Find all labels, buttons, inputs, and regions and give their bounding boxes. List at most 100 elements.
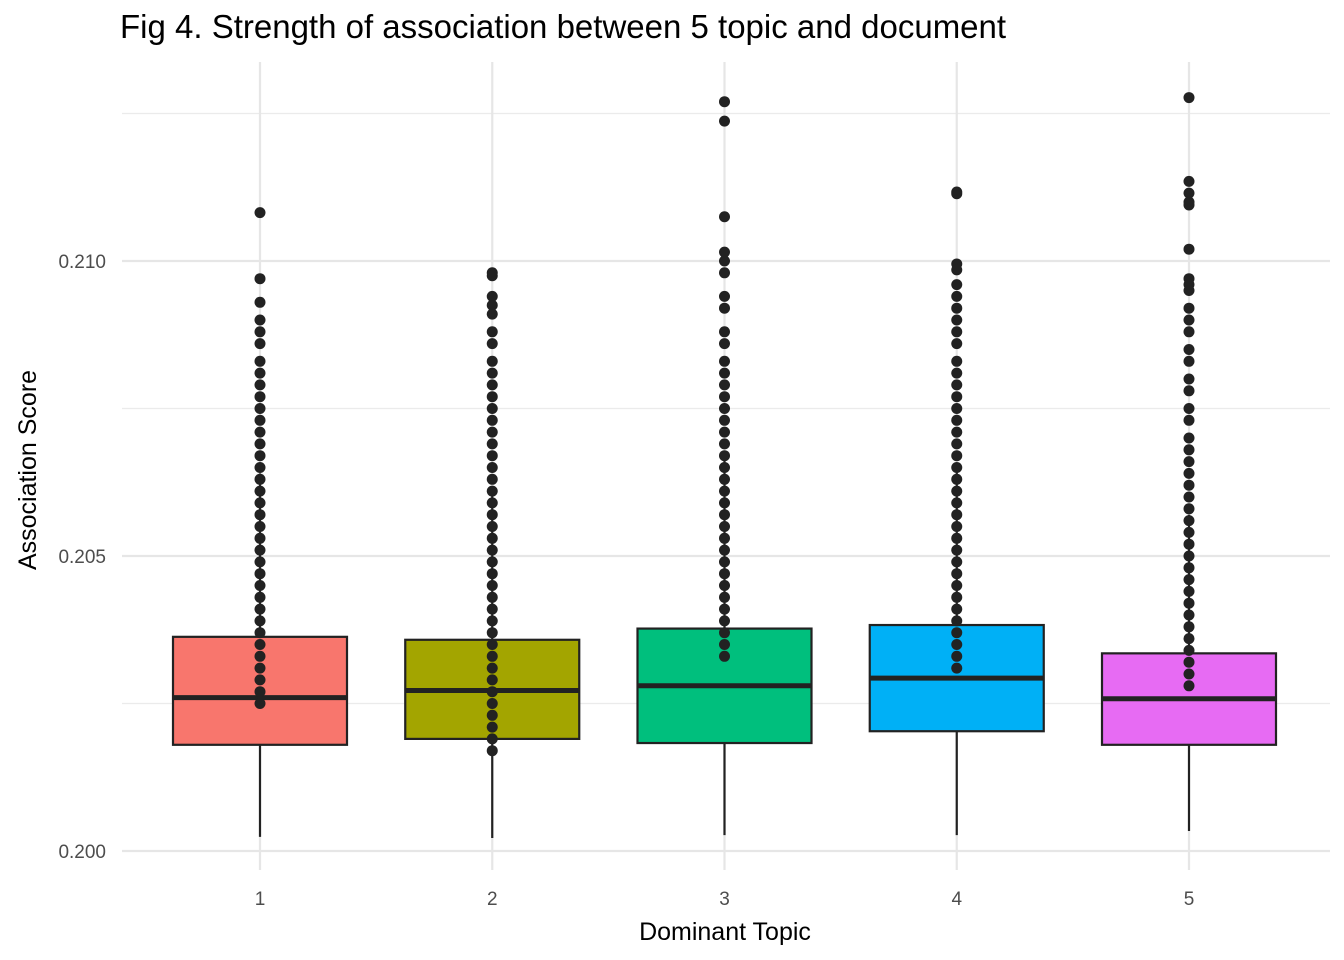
outlier-point xyxy=(254,473,266,485)
outlier-point xyxy=(719,438,730,450)
outlier-point xyxy=(951,391,963,403)
outlier-point xyxy=(486,745,498,757)
outlier-point xyxy=(719,603,730,615)
outlier-point xyxy=(486,426,498,438)
box-topic-4 xyxy=(868,186,1045,836)
outlier-point xyxy=(1183,538,1195,550)
outlier-point xyxy=(254,462,266,473)
outlier-point xyxy=(951,544,963,556)
outlier-point xyxy=(486,650,498,662)
outlier-point xyxy=(719,367,730,379)
outlier-point xyxy=(719,615,730,627)
outlier-point xyxy=(951,639,963,650)
outlier-point xyxy=(254,591,266,603)
outlier-point xyxy=(951,650,963,662)
outlier-point xyxy=(254,686,266,698)
outlier-point xyxy=(486,379,498,391)
outlier-point xyxy=(719,532,730,544)
box-topic-5 xyxy=(1100,92,1278,831)
outlier-point xyxy=(486,326,498,338)
outlier-point xyxy=(1183,550,1195,562)
outlier-point xyxy=(951,314,963,326)
outlier-point xyxy=(951,326,963,338)
outlier-point xyxy=(254,521,266,532)
outlier-point xyxy=(719,580,730,591)
outlier-point xyxy=(486,721,498,733)
outlier-point xyxy=(486,686,498,698)
outlier-point xyxy=(486,450,498,462)
outlier-point xyxy=(719,355,730,367)
outlier-point xyxy=(486,733,498,745)
outlier-point xyxy=(951,532,963,544)
outlier-point xyxy=(951,450,963,462)
outlier-point xyxy=(1183,385,1195,397)
outlier-point xyxy=(254,450,266,462)
outlier-point xyxy=(486,639,498,650)
y-axis-title: Association Score xyxy=(14,370,42,570)
x-tick-labels: 1 2 3 4 5 xyxy=(255,889,1195,910)
outlier-point xyxy=(486,355,498,367)
outlier-point xyxy=(1183,92,1195,104)
outlier-point xyxy=(951,473,963,485)
outlier-point xyxy=(1183,479,1195,491)
outlier-point xyxy=(951,379,963,391)
y-tick-labels: 0.200 0.205 0.210 xyxy=(58,252,106,863)
outlier-point xyxy=(951,367,963,379)
outlier-point xyxy=(1183,187,1195,199)
outlier-point xyxy=(1183,403,1195,414)
outlier-point xyxy=(719,96,730,108)
outlier-point xyxy=(486,391,498,403)
outlier-point xyxy=(254,603,266,615)
outlier-point xyxy=(486,532,498,544)
outlier-point xyxy=(1183,456,1195,468)
outlier-point xyxy=(254,497,266,509)
outlier-point xyxy=(951,627,963,639)
outlier-point xyxy=(719,403,730,414)
outlier-point xyxy=(719,556,730,568)
outlier-point xyxy=(719,485,730,497)
outlier-point xyxy=(1183,526,1195,538)
outlier-point xyxy=(486,367,498,379)
outlier-point xyxy=(719,338,730,350)
outlier-point xyxy=(254,544,266,556)
outlier-point xyxy=(951,568,963,580)
y-tick-label: 0.210 xyxy=(58,252,106,273)
outlier-point xyxy=(486,615,498,627)
outlier-point xyxy=(719,497,730,509)
outlier-point xyxy=(719,544,730,556)
outlier-point xyxy=(951,338,963,350)
outlier-point xyxy=(254,674,266,686)
outlier-point xyxy=(486,580,498,591)
outlier-point xyxy=(486,544,498,556)
outlier-point xyxy=(719,462,730,473)
outlier-point xyxy=(254,639,266,650)
outlier-point xyxy=(254,355,266,367)
outlier-point xyxy=(719,391,730,403)
outlier-point xyxy=(254,426,266,438)
outlier-point xyxy=(486,338,498,350)
outlier-point xyxy=(254,207,266,219)
outlier-point xyxy=(951,603,963,615)
outlier-point xyxy=(486,270,498,282)
outlier-point xyxy=(486,290,498,302)
outlier-point xyxy=(1183,285,1195,296)
outlier-point xyxy=(486,462,498,473)
outlier-point xyxy=(719,591,730,603)
outlier-point xyxy=(254,338,266,350)
outlier-point xyxy=(719,379,730,391)
outlier-point xyxy=(951,302,963,314)
outlier-point xyxy=(1183,414,1195,426)
outlier-point xyxy=(254,532,266,544)
outlier-point xyxy=(1183,326,1195,338)
outlier-point xyxy=(254,627,266,639)
outlier-point xyxy=(951,290,963,302)
outlier-point xyxy=(486,485,498,497)
outlier-point xyxy=(254,568,266,580)
outlier-point xyxy=(254,367,266,379)
outlier-point xyxy=(254,509,266,521)
box-group xyxy=(171,92,1278,839)
outlier-point xyxy=(719,627,730,639)
outlier-point xyxy=(254,391,266,403)
outlier-point xyxy=(254,650,266,662)
outlier-point xyxy=(486,497,498,509)
